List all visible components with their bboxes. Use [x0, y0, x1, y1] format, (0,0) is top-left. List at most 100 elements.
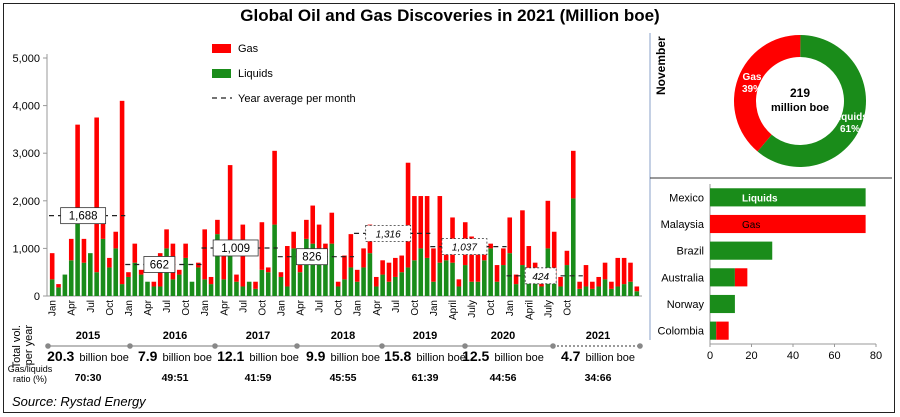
liquids-bar	[590, 288, 595, 296]
liquids-bar	[609, 288, 614, 296]
table-separator-dot	[462, 343, 468, 349]
gas-bar	[513, 274, 519, 285]
gas-bar	[227, 165, 233, 254]
year-average-label: 1,316	[376, 229, 401, 240]
liquids-bar	[297, 272, 303, 296]
month-label: Jul	[315, 300, 326, 313]
liquids-bar	[462, 265, 468, 296]
gas-bar	[272, 150, 277, 225]
gas-bar	[583, 265, 589, 287]
liquids-bar	[596, 286, 601, 296]
month-label: Apr	[67, 299, 78, 315]
hbar-category-label: Malaysia	[661, 219, 705, 231]
liquids-bar	[361, 267, 366, 296]
year-total-value: 15.8	[384, 348, 411, 364]
year-average-box	[212, 239, 259, 257]
year-total-unit: billion boe	[249, 352, 299, 364]
liquids-bar	[494, 281, 500, 296]
hbar-liquids-bar	[710, 241, 773, 260]
liquids-bar	[75, 219, 80, 296]
month-label: Jan	[505, 300, 516, 316]
country-bar-chart: 0 20 40 60 80 Mexico Malaysia Brazil Australia No…	[658, 184, 882, 362]
year-total-value: 12.5	[462, 348, 489, 364]
year-average-box	[524, 267, 557, 285]
year-total: 12.1 billion boe	[217, 348, 299, 364]
gas-bar	[570, 150, 576, 199]
donut-liquids-label: Liquids	[832, 112, 868, 123]
hbar-category-label: Brazil	[676, 246, 704, 258]
liquids-bar	[157, 286, 163, 296]
year-label: 2015	[76, 330, 100, 342]
year-total: 15.8 billion boe	[384, 348, 466, 364]
liquids-bar	[259, 269, 265, 296]
gas-bar	[56, 284, 61, 288]
month-label: Jan	[353, 300, 364, 316]
year-average-label: 1,037	[452, 243, 477, 254]
liquids-bar	[513, 284, 519, 296]
liquids-bar	[634, 291, 640, 296]
gas-bar	[253, 281, 258, 289]
liquids-bar	[450, 262, 455, 296]
liquids-bar	[628, 281, 633, 296]
month-label: Apr	[372, 299, 383, 315]
liquids-bar	[278, 276, 284, 296]
liquids-bar	[367, 253, 373, 296]
liquids-bar	[412, 260, 417, 296]
month-label: Jan	[276, 300, 287, 316]
hbar-gas-bar	[734, 268, 748, 287]
year-total-value: 7.9	[138, 348, 158, 364]
month-label: Apr	[296, 299, 307, 315]
gas-bar	[94, 117, 99, 273]
liquids-bar	[456, 286, 462, 296]
liquids-bar	[602, 279, 608, 296]
gas-bar	[615, 257, 621, 287]
gas-bar	[564, 250, 570, 266]
donut-slice-liquids	[757, 35, 866, 167]
table-separator-dot	[45, 343, 51, 349]
donut-slice-gas	[734, 35, 801, 152]
chart-title: Global Oil and Gas Discoveries in 2021 (…	[240, 6, 660, 25]
liquids-bar	[482, 260, 487, 296]
gas-bar	[551, 231, 557, 282]
year-total-unit: billion boe	[79, 352, 129, 364]
gas-bar	[520, 210, 525, 266]
month-label: Oct	[181, 300, 192, 316]
year-label: 2019	[413, 330, 437, 342]
gas-bar	[634, 286, 640, 292]
gas-bar	[335, 281, 341, 287]
liquids-bar	[437, 262, 443, 296]
gas-bar	[126, 272, 131, 277]
year-total-unit: billion boe	[494, 352, 544, 364]
liquids-bar	[316, 248, 322, 296]
gas-bar	[100, 212, 106, 239]
gas-bar	[577, 281, 582, 289]
liquids-bar	[348, 267, 354, 296]
gas-bar	[310, 205, 316, 244]
gas-bar	[348, 234, 354, 268]
gas-bar	[221, 253, 227, 280]
liquids-bar	[399, 272, 404, 296]
gas-bar	[596, 276, 601, 287]
gas-bar	[443, 253, 449, 261]
hbar-liquids-bar	[710, 321, 717, 340]
donut-title: November	[654, 36, 668, 95]
gas-bar	[81, 238, 87, 263]
liquids-bar	[126, 276, 131, 296]
gas-bar	[488, 243, 493, 249]
year-label: 2021	[586, 330, 610, 342]
gas-bar	[590, 281, 595, 289]
year-total: 9.9 billion boe	[306, 348, 380, 364]
donut-gas-label: Gas	[743, 72, 762, 83]
gas-bar	[628, 262, 633, 282]
liquids-bar	[329, 243, 335, 296]
y-tick-label: 5,000	[12, 53, 40, 65]
liquids-bar	[386, 281, 392, 296]
gas-bar	[412, 196, 417, 261]
year-total-unit: billion boe	[162, 352, 212, 364]
liquids-bar	[621, 284, 627, 296]
legend-gas-swatch	[212, 44, 231, 53]
liquids-bar	[253, 288, 258, 296]
gas-bar	[558, 276, 563, 287]
chart-frame	[3, 3, 895, 413]
hbar-category-label: Norway	[667, 299, 705, 311]
